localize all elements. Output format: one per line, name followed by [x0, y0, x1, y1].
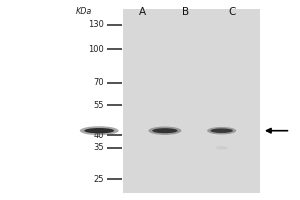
- Text: KDa: KDa: [76, 7, 92, 16]
- Ellipse shape: [211, 128, 233, 133]
- Ellipse shape: [84, 128, 114, 133]
- Text: 130: 130: [88, 20, 104, 29]
- Bar: [123, 9, 260, 193]
- Text: 70: 70: [93, 78, 104, 87]
- Text: 35: 35: [93, 143, 104, 152]
- Text: B: B: [182, 7, 189, 17]
- Text: 40: 40: [93, 131, 104, 140]
- Text: A: A: [139, 7, 146, 17]
- Ellipse shape: [207, 127, 236, 134]
- Ellipse shape: [216, 146, 228, 150]
- Ellipse shape: [80, 126, 119, 135]
- Text: C: C: [228, 7, 236, 17]
- Text: 100: 100: [88, 45, 104, 54]
- Ellipse shape: [152, 128, 178, 133]
- Text: 55: 55: [93, 101, 104, 110]
- Ellipse shape: [148, 127, 182, 135]
- Text: 25: 25: [93, 175, 104, 184]
